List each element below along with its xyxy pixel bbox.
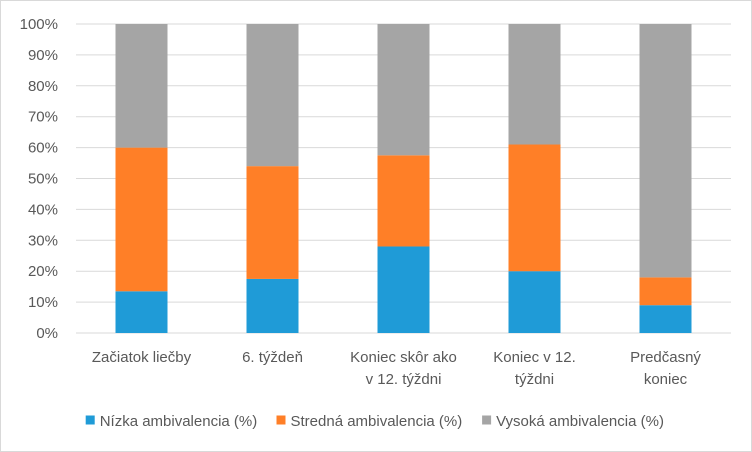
legend-item: Stredná ambivalencia (%) <box>276 413 463 430</box>
y-tick-label: 50% <box>28 171 58 188</box>
x-category-label: Koniec skôr ako <box>350 349 457 366</box>
x-category-label: Koniec v 12. <box>493 349 576 366</box>
bars <box>115 24 692 333</box>
legend-item: Nízka ambivalencia (%) <box>85 413 258 430</box>
x-category-label: Predčasný <box>630 349 701 366</box>
y-tick-label: 10% <box>28 294 58 311</box>
y-tick-label: 20% <box>28 263 58 280</box>
x-category-label: 6. týždeň <box>242 349 303 366</box>
y-tick-label: 60% <box>28 140 58 157</box>
bar-segment <box>508 144 561 272</box>
bar-segment <box>115 147 168 292</box>
x-axis-categories: Začiatok liečby 6. týždeň Koniec skôr ako v… <box>92 349 702 388</box>
legend-swatch <box>85 415 95 425</box>
bar-segment <box>508 24 561 145</box>
y-axis-ticks: 0% 10% 20% 30% 40% 50% 60% 70% 80% 90% 100% <box>20 16 58 342</box>
x-category-label: v 12. týždni <box>366 371 442 388</box>
x-category-label: týždni <box>515 371 554 388</box>
bar-segment <box>246 278 299 333</box>
legend-swatch <box>482 415 492 425</box>
bar-segment <box>115 291 168 333</box>
legend-label: Vysoká ambivalencia (%) <box>496 413 664 430</box>
y-tick-label: 70% <box>28 109 58 126</box>
y-tick-label: 80% <box>28 78 58 95</box>
bar-segment <box>246 24 299 167</box>
bar-segment <box>115 24 168 148</box>
x-category-label: koniec <box>644 371 688 388</box>
bar-segment <box>377 246 430 333</box>
bar-segment <box>639 305 692 333</box>
bar-segment <box>639 277 692 306</box>
x-category-label: Začiatok liečby <box>92 349 192 366</box>
y-tick-label: 100% <box>20 16 58 33</box>
bar-segment <box>508 271 561 333</box>
bar-segment <box>377 24 430 156</box>
bar-segment <box>639 24 692 278</box>
y-tick-label: 30% <box>28 232 58 249</box>
y-tick-label: 90% <box>28 47 58 64</box>
legend-label: Nízka ambivalencia (%) <box>100 413 258 430</box>
bar-segment <box>377 155 430 247</box>
y-tick-label: 0% <box>36 325 58 342</box>
legend: Nízka ambivalencia (%) Stredná ambivalenc… <box>85 413 664 430</box>
legend-label: Stredná ambivalencia (%) <box>291 413 463 430</box>
bar-segment <box>246 166 299 279</box>
y-tick-label: 40% <box>28 201 58 218</box>
legend-item: Vysoká ambivalencia (%) <box>482 413 664 430</box>
legend-swatch <box>276 415 286 425</box>
